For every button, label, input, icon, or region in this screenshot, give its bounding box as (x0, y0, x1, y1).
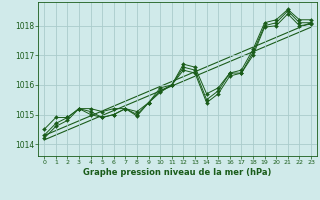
X-axis label: Graphe pression niveau de la mer (hPa): Graphe pression niveau de la mer (hPa) (84, 168, 272, 177)
